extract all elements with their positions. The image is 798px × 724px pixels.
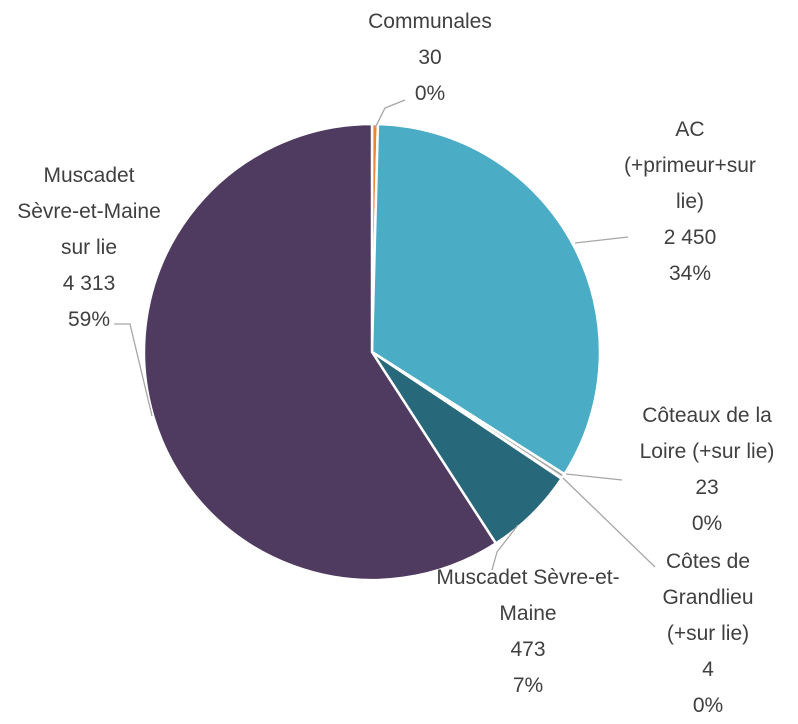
leader-line bbox=[562, 477, 656, 568]
label-percent: 7% bbox=[512, 674, 544, 697]
data-label: Muscadet Sèvre-et-Maine 473 7% bbox=[428, 560, 628, 704]
label-value: 2 450 bbox=[663, 226, 717, 249]
pie-slice bbox=[370, 122, 602, 476]
label-percent: 0% bbox=[692, 694, 724, 717]
leader-line bbox=[374, 99, 406, 129]
label-value: 4 313 bbox=[62, 272, 116, 295]
leader-line bbox=[565, 473, 623, 481]
leader-line bbox=[114, 323, 153, 417]
leader-line bbox=[574, 236, 629, 244]
label-name: Communales bbox=[368, 10, 492, 33]
label-value: 23 bbox=[695, 476, 719, 499]
label-name: Côteaux de la Loire (+sur lie) bbox=[639, 404, 775, 463]
pie-slice bbox=[142, 122, 498, 582]
label-name: AC (+primeur+sur lie) bbox=[624, 118, 756, 213]
data-label: Côtes de Grandlieu (+sur lie) 4 0% bbox=[650, 544, 766, 724]
label-name: Muscadet Sèvre-et-Maine bbox=[436, 566, 620, 625]
data-label: AC (+primeur+sur lie) 2 450 34% bbox=[610, 112, 770, 292]
label-value: 4 bbox=[702, 658, 714, 681]
label-percent: 34% bbox=[668, 262, 712, 285]
label-percent: 0% bbox=[691, 512, 723, 535]
leader-line bbox=[491, 524, 519, 571]
label-value: 30 bbox=[418, 46, 442, 69]
label-name: Muscadet Sèvre-et-Maine sur lie bbox=[17, 164, 161, 259]
slices bbox=[142, 122, 602, 582]
data-label: Côteaux de la Loire (+sur lie) 23 0% bbox=[618, 398, 796, 542]
label-name: Côtes de Grandlieu (+sur lie) bbox=[662, 550, 754, 645]
data-label: Muscadet Sèvre-et-Maine sur lie 4 313 59… bbox=[14, 158, 164, 338]
label-percent: 59% bbox=[67, 308, 111, 331]
label-value: 473 bbox=[510, 638, 546, 661]
label-percent: 0% bbox=[414, 82, 446, 105]
data-label: Communales 30 0% bbox=[340, 4, 520, 112]
